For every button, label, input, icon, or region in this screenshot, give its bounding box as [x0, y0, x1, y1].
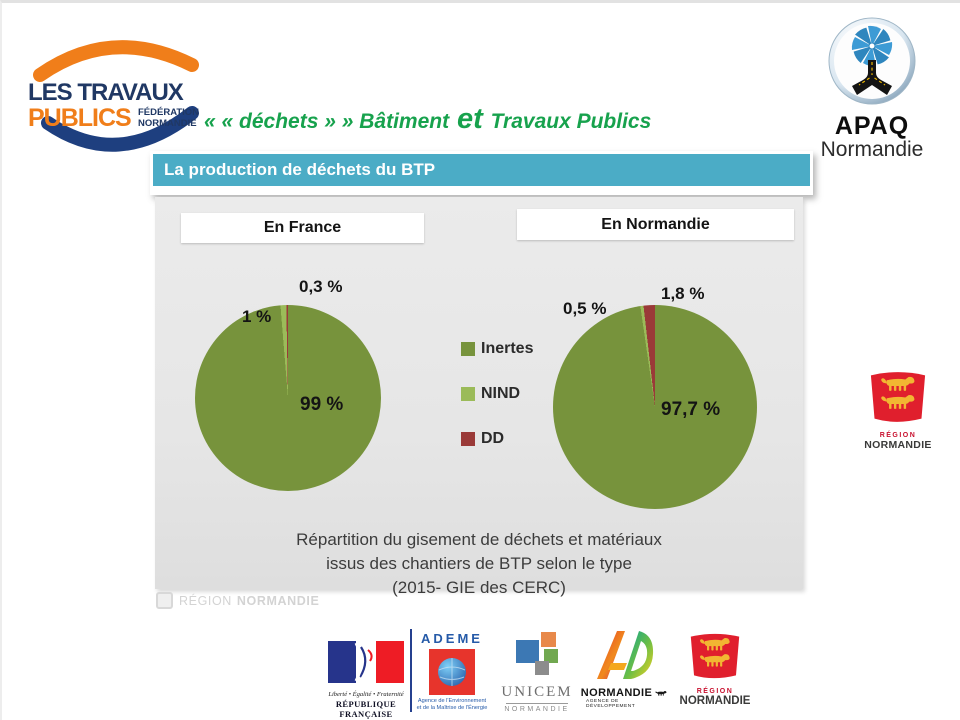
side-logo-region-text: RÉGION	[879, 432, 917, 439]
watermark-normandie: NORMANDIE	[236, 593, 320, 608]
footer-region-text: RÉGION	[696, 688, 734, 695]
rf-motto: Liberté • Égalité • Fraternité	[328, 691, 404, 698]
tp-logo-orange-arc	[33, 40, 199, 82]
slide-title-et: et	[456, 103, 483, 135]
chart-header-card: La production de déchets du BTP	[150, 151, 813, 195]
tp-logo-blue-arc	[41, 106, 199, 152]
chart-panel: En France En Normandie 0,3 % 1 % 99 % 0,…	[155, 197, 803, 597]
normandy-flag-icon	[686, 631, 744, 681]
slide-title-part1: « « déchets » » Bâtiment	[204, 110, 450, 133]
rf-name: RÉPUBLIQUE FRANÇAISE	[335, 699, 397, 719]
apaq-pinwheel-icon	[851, 25, 893, 67]
apaq-emblem-icon	[828, 17, 916, 105]
legend-swatch-nind	[461, 387, 475, 401]
pie-label-france-dd: 0,3 %	[299, 277, 343, 296]
legend-label-dd: DD	[481, 430, 505, 447]
pie-label-normandie-dd: 1,8 %	[661, 284, 705, 303]
ademe-logo: ADEME Agence de l'Environnement et de la…	[410, 629, 492, 712]
legend-label-inertes: Inertes	[481, 340, 534, 357]
chart-header-title: La production de déchets du BTP	[153, 154, 810, 186]
pie-label-normandie-nind: 0,5 %	[563, 299, 607, 318]
pie-chart-normandie	[553, 305, 757, 509]
region-normandie-watermark: RÉGION NORMANDIE	[156, 592, 319, 609]
unicem-divider	[506, 703, 568, 704]
tp-logo-line2: PUBLICS	[28, 104, 131, 132]
side-logo-name-text: NORMANDIE	[864, 439, 932, 451]
tp-logo-sub1: FÉDÉRATION	[138, 107, 199, 118]
ademe-sub1: Agence de l'Environnement	[417, 698, 487, 704]
ad-glyph-icon	[597, 631, 654, 679]
watermark-region: RÉGION	[179, 593, 232, 608]
pie-label-normandie-inertes: 97,7 %	[661, 399, 721, 420]
unicem-region: NORMANDIE	[504, 706, 570, 713]
region-normandie-logo-side: RÉGION NORMANDIE	[860, 369, 936, 451]
legend-swatch-inertes	[461, 342, 475, 356]
ad-name: NORMANDIE	[580, 687, 653, 699]
chart-caption: Répartition du gisement de déchets et ma…	[155, 528, 803, 600]
apaq-name: APAQ	[834, 112, 910, 140]
apaq-region: Normandie	[820, 138, 924, 161]
legend-swatch-dd	[461, 432, 475, 446]
legend-item-inertes: Inertes	[461, 340, 533, 358]
caption-line-3: (2015- GIE des CERC)	[392, 578, 566, 597]
ad-sub: AGENCE DE DÉVELOPPEMENT	[586, 699, 636, 709]
footer-logos: Liberté • Égalité • Fraternité RÉPUBLIQU…	[324, 629, 754, 719]
unicem-logo: UNICEM NORMANDIE	[500, 629, 574, 713]
travaux-publics-logo: LES TRAVAUX PUBLICS FÉDÉRATION NORMANDIE	[12, 21, 208, 167]
normandie-ad-logo: NORMANDIE AGENCE DE DÉVELOPPEMENT	[580, 629, 668, 709]
footer-region-name: NORMANDIE	[679, 695, 751, 707]
tp-logo-line1: LES TRAVAUX	[28, 79, 184, 106]
pie-title-normandie: En Normandie	[517, 209, 794, 240]
watermark-lion-icon	[156, 592, 173, 609]
pie-chart-france	[195, 305, 381, 491]
ademe-sub2: et de la Maîtrise de l'Énergie	[416, 705, 488, 711]
region-normandie-logo-footer: RÉGION NORMANDIE	[676, 629, 754, 707]
legend-item-dd: DD	[461, 430, 533, 448]
apaq-road-icon	[852, 60, 892, 95]
ad-lion-icon	[655, 690, 667, 697]
pie-title-france: En France	[181, 213, 424, 243]
chart-legend: Inertes NIND DD	[461, 340, 533, 475]
legend-label-nind: NIND	[481, 385, 521, 402]
ademe-name: ADEME	[421, 631, 483, 646]
slide-title-part2: Travaux Publics	[490, 110, 652, 133]
tp-logo-sub2: NORMANDIE	[138, 118, 197, 129]
pie-label-france-nind: 1 %	[242, 307, 272, 326]
pie-label-france-inertes: 99 %	[300, 394, 344, 415]
legend-item-nind: NIND	[461, 385, 533, 403]
caption-line-1: Répartition du gisement de déchets et ma…	[296, 530, 662, 549]
ademe-globe-icon	[429, 649, 475, 695]
unicem-squares-icon	[516, 632, 558, 675]
apaq-logo: APAQ Normandie	[814, 15, 930, 161]
slide-title: « « déchets » » Bâtiment et Travaux Publ…	[204, 103, 764, 136]
republique-francaise-logo: Liberté • Égalité • Fraternité RÉPUBLIQU…	[324, 629, 408, 719]
french-flag-icon	[328, 641, 404, 683]
unicem-name: UNICEM	[501, 684, 573, 700]
normandy-flag-icon	[866, 369, 930, 425]
caption-line-2: issus des chantiers de BTP selon le type	[326, 554, 632, 573]
